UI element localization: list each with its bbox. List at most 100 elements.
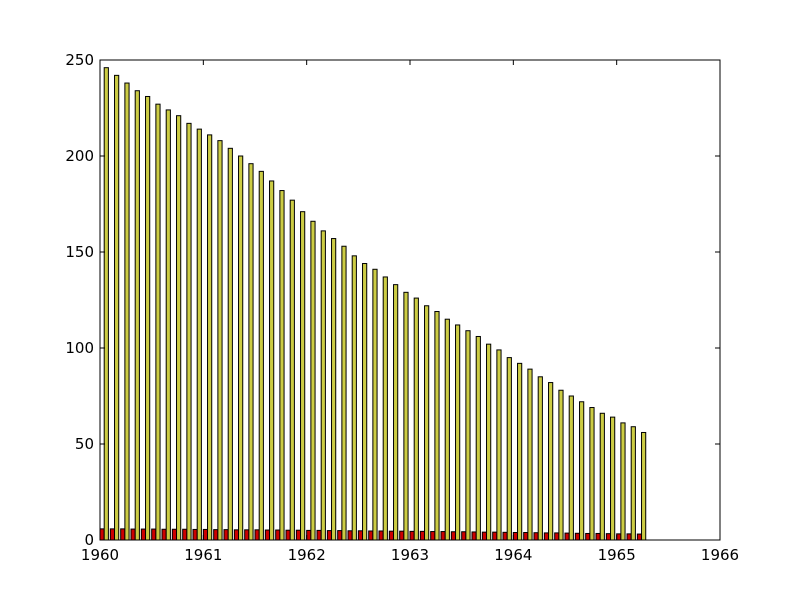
bar-series-1-10: [202, 528, 209, 541]
bar-series-1-21: [316, 529, 322, 541]
bar-series-1-29: [399, 530, 405, 541]
bar-series-2-32: [434, 311, 440, 541]
bar-series-2-43: [548, 382, 554, 541]
bar-series-1-19: [295, 529, 302, 541]
bar-series-2-6: [165, 109, 171, 541]
bar-series-2-47: [589, 407, 595, 541]
bar-series-1-44: [554, 532, 560, 541]
bar-series-2-8: [186, 122, 192, 541]
bar-series-2-31: [424, 305, 430, 541]
bar-series-1-14: [244, 529, 250, 541]
bar-series-1-7: [171, 528, 178, 541]
bar-series-1-32: [430, 531, 436, 541]
bar-series-2-25: [362, 263, 368, 541]
bar-series-2-20: [310, 220, 316, 541]
x-tick-label-1966: 1966: [701, 546, 739, 564]
bar-series-1-50: [616, 533, 622, 541]
bar-series-1-8: [182, 528, 188, 541]
bar-series-1-42: [533, 532, 539, 541]
bar-series-2-37: [486, 343, 492, 541]
bar-series-2-44: [558, 389, 564, 541]
bar-series-1-45: [564, 532, 570, 541]
x-tick-label-1961: 1961: [184, 546, 222, 564]
axes: 1960 1961 1962 1963 1964 1965 1966 0 50 100 150 200…: [65, 51, 739, 564]
bar-series-2-39: [506, 357, 512, 541]
bar-series-2-48: [599, 412, 605, 541]
bar-series-1-6: [161, 528, 167, 541]
bar-series-2-46: [579, 401, 585, 541]
bar-series-2-14: [248, 163, 254, 541]
bar-series-2-40: [517, 362, 523, 541]
bar-series-2-24: [351, 255, 357, 541]
x-tick-label-1963: 1963: [391, 546, 429, 564]
bar-series-1-3: [130, 528, 136, 541]
bar-series-1-16: [264, 529, 271, 541]
bar-series-1-26: [368, 530, 374, 541]
bar-series-2-17: [279, 190, 285, 541]
bar-series-2-26: [372, 268, 378, 541]
bar-series-2-19: [300, 211, 306, 541]
bar-series-2-9: [196, 128, 202, 541]
bar-series-1-23: [337, 530, 343, 541]
bar-series-2-36: [475, 335, 481, 541]
bar-series-2-0: [103, 67, 109, 541]
bar-series-2-4: [145, 95, 151, 541]
bar-series-2-13: [238, 155, 244, 541]
bar-series-1-2: [120, 528, 126, 541]
bar-series-2-34: [455, 324, 461, 541]
bar-series-1-4: [140, 528, 147, 541]
bar-series-2-1: [114, 74, 120, 541]
bar-series-2-41: [527, 368, 533, 541]
bar-series-1-24: [347, 530, 353, 541]
bar-series-1-30: [409, 530, 415, 541]
bar-series-1-51: [626, 533, 632, 541]
y-tick-label-50: 50: [75, 435, 94, 453]
bar-series-1-34: [450, 531, 457, 541]
bar-series-2-23: [341, 245, 347, 541]
bar-series-2-49: [610, 416, 616, 541]
y-tick-label-100: 100: [65, 339, 94, 357]
bar-series-2-18: [289, 199, 295, 541]
bar-series-2-12: [227, 147, 233, 541]
bar-series-1-35: [461, 531, 467, 541]
x-tick-label-1960: 1960: [81, 546, 119, 564]
bar-series-1-12: [223, 529, 229, 541]
bar-series-1-49: [605, 533, 612, 541]
bar-series-1-5: [151, 528, 157, 541]
bar-series-2-10: [207, 134, 213, 541]
bar-series-1-37: [481, 531, 488, 541]
bar-series-2-2: [124, 82, 130, 541]
y-tick-label-150: 150: [65, 243, 94, 261]
bar-series-1-41: [523, 532, 529, 541]
bar-series-1-39: [502, 531, 508, 541]
bar-series-2-50: [620, 422, 626, 541]
x-tick-label-1962: 1962: [288, 546, 326, 564]
bar-series-1-0: [99, 528, 105, 541]
y-tick-label-250: 250: [65, 51, 94, 69]
bar-series-2-52: [641, 431, 647, 541]
bar-series-1-9: [192, 528, 198, 541]
bar-series-2-29: [403, 291, 409, 541]
bar-series-1-28: [388, 530, 395, 541]
bar-series-2-45: [568, 395, 574, 541]
bar-series-2-11: [217, 140, 223, 541]
bar-series-1-31: [419, 530, 426, 541]
bar-series-1-25: [357, 530, 364, 541]
bar-series-1-18: [285, 529, 291, 541]
bar-series-1-38: [492, 531, 498, 541]
bar-series-1-22: [326, 530, 333, 541]
bar-series-2-51: [630, 426, 636, 541]
bar-series-2-27: [382, 276, 388, 541]
bar-series-1-13: [233, 529, 240, 541]
bar-series-1-20: [306, 529, 312, 541]
bar-series-1-48: [595, 532, 601, 541]
bar-series-2-30: [413, 297, 419, 541]
bar-series-2-33: [444, 318, 450, 541]
bar-series-1-46: [574, 532, 581, 541]
bar-series-1-43: [543, 532, 550, 541]
bar-series-2-7: [176, 115, 182, 541]
bar-series-2-16: [269, 180, 275, 541]
bar-series-1-33: [440, 531, 446, 541]
